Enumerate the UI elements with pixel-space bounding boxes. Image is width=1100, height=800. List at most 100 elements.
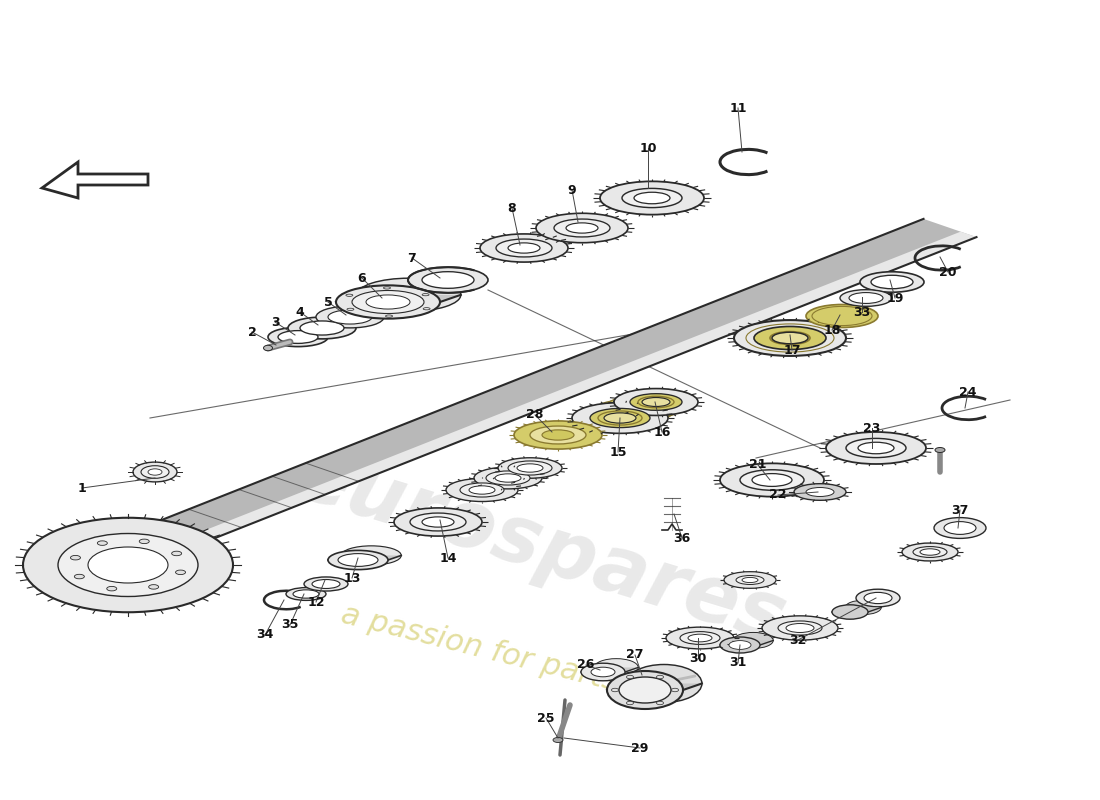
Ellipse shape: [341, 546, 402, 565]
Text: 4: 4: [296, 306, 305, 318]
Ellipse shape: [486, 471, 530, 485]
Ellipse shape: [620, 399, 668, 414]
Ellipse shape: [818, 308, 866, 324]
Text: 31: 31: [729, 657, 747, 670]
Text: 16: 16: [653, 426, 671, 438]
Polygon shape: [832, 607, 881, 612]
Ellipse shape: [304, 577, 348, 591]
Ellipse shape: [858, 442, 894, 454]
Ellipse shape: [794, 484, 846, 500]
Ellipse shape: [474, 467, 542, 489]
Ellipse shape: [446, 478, 518, 502]
Ellipse shape: [786, 623, 814, 633]
Ellipse shape: [542, 430, 574, 440]
Text: eurospares: eurospares: [285, 436, 795, 660]
Ellipse shape: [148, 469, 162, 475]
Ellipse shape: [554, 219, 610, 237]
Ellipse shape: [688, 634, 712, 642]
Text: 35: 35: [282, 618, 299, 631]
Ellipse shape: [734, 633, 773, 649]
Text: 5: 5: [323, 295, 332, 309]
Ellipse shape: [944, 522, 976, 534]
Polygon shape: [88, 219, 977, 567]
Ellipse shape: [312, 579, 340, 589]
Ellipse shape: [385, 315, 393, 317]
Ellipse shape: [778, 621, 822, 635]
Ellipse shape: [338, 554, 378, 566]
Ellipse shape: [619, 677, 671, 703]
Ellipse shape: [316, 306, 384, 328]
Text: 9: 9: [568, 183, 576, 197]
Ellipse shape: [508, 243, 540, 253]
Ellipse shape: [630, 394, 682, 410]
Ellipse shape: [612, 688, 618, 692]
Ellipse shape: [141, 466, 169, 478]
Ellipse shape: [356, 278, 461, 311]
Ellipse shape: [394, 508, 482, 536]
Ellipse shape: [832, 605, 868, 619]
Ellipse shape: [845, 600, 881, 614]
Ellipse shape: [864, 592, 892, 603]
Ellipse shape: [604, 413, 636, 423]
Ellipse shape: [581, 663, 625, 681]
Ellipse shape: [666, 627, 734, 649]
Ellipse shape: [856, 589, 900, 606]
Ellipse shape: [495, 474, 521, 482]
Ellipse shape: [860, 272, 924, 292]
Ellipse shape: [826, 432, 926, 464]
Ellipse shape: [720, 463, 824, 497]
Text: 8: 8: [508, 202, 516, 214]
Ellipse shape: [902, 543, 958, 561]
Text: 37: 37: [952, 503, 969, 517]
Text: 29: 29: [631, 742, 649, 754]
Ellipse shape: [724, 572, 776, 588]
Text: 28: 28: [526, 409, 543, 422]
Text: 32: 32: [790, 634, 806, 646]
Ellipse shape: [598, 411, 642, 425]
Ellipse shape: [172, 551, 182, 556]
Ellipse shape: [627, 675, 634, 678]
Ellipse shape: [288, 317, 356, 339]
Text: 17: 17: [783, 343, 801, 357]
Ellipse shape: [600, 182, 704, 214]
Ellipse shape: [75, 574, 85, 578]
Text: 21: 21: [749, 458, 767, 471]
Ellipse shape: [58, 534, 198, 597]
Ellipse shape: [607, 671, 683, 709]
Ellipse shape: [934, 518, 986, 538]
Ellipse shape: [572, 402, 668, 434]
Ellipse shape: [286, 587, 326, 600]
Polygon shape: [328, 555, 402, 560]
Ellipse shape: [408, 267, 488, 293]
Ellipse shape: [634, 192, 670, 204]
Ellipse shape: [88, 547, 168, 583]
Text: 19: 19: [887, 291, 904, 305]
Ellipse shape: [762, 616, 838, 640]
Ellipse shape: [626, 665, 702, 702]
Ellipse shape: [736, 575, 764, 585]
Text: a passion for parts: a passion for parts: [339, 599, 622, 697]
Ellipse shape: [422, 517, 454, 527]
Ellipse shape: [752, 474, 792, 486]
Ellipse shape: [366, 295, 410, 309]
Ellipse shape: [671, 688, 679, 692]
Ellipse shape: [871, 275, 913, 289]
Text: 1: 1: [78, 482, 87, 494]
Text: 6: 6: [358, 271, 366, 285]
Ellipse shape: [97, 541, 108, 546]
Text: 13: 13: [343, 571, 361, 585]
Ellipse shape: [496, 239, 552, 257]
Ellipse shape: [770, 331, 810, 344]
Text: 26: 26: [578, 658, 595, 671]
Ellipse shape: [384, 287, 390, 289]
Polygon shape: [125, 232, 977, 567]
Ellipse shape: [352, 290, 424, 314]
Ellipse shape: [133, 462, 177, 482]
Ellipse shape: [328, 550, 388, 570]
Text: 20: 20: [939, 266, 957, 278]
Ellipse shape: [410, 513, 466, 531]
Text: 11: 11: [729, 102, 747, 114]
Ellipse shape: [621, 188, 682, 208]
Ellipse shape: [606, 395, 682, 419]
Ellipse shape: [806, 487, 834, 497]
